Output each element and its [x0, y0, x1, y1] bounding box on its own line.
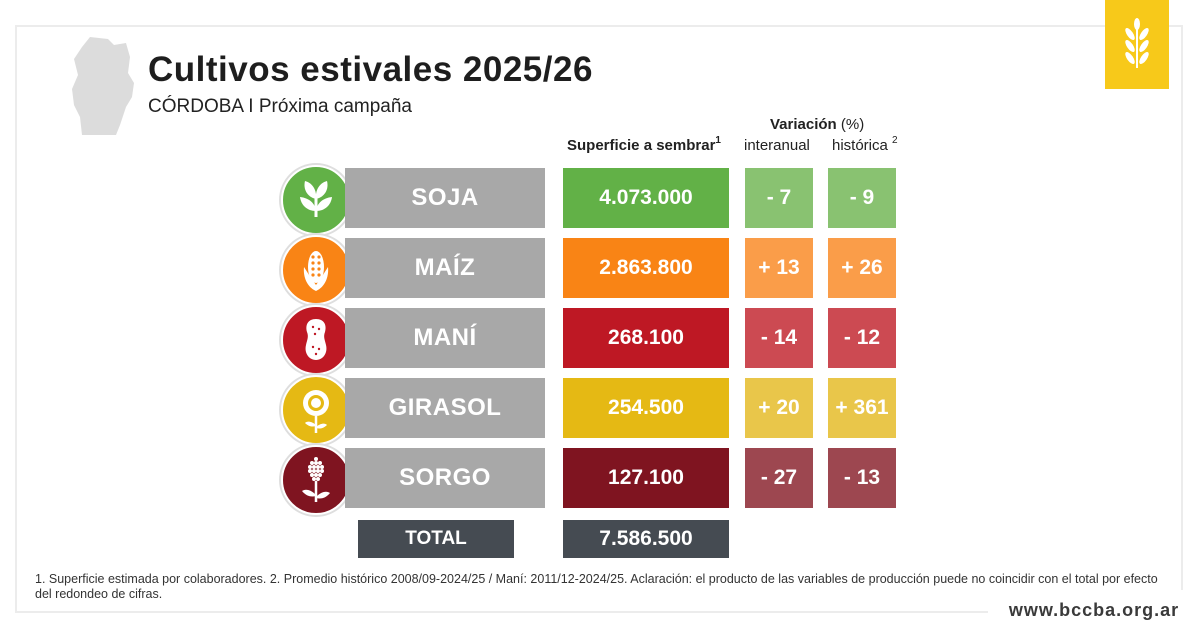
sorghum-badge	[281, 445, 351, 515]
historical-header-label: histórica	[832, 137, 888, 154]
historical-variation: - 12	[828, 308, 896, 368]
crop-name: GIRASOL	[345, 378, 545, 438]
peanut-icon	[305, 319, 327, 360]
total-label: TOTAL	[358, 520, 514, 558]
soy-leaf-badge	[281, 165, 351, 235]
crop-name: SOJA	[345, 168, 545, 228]
corn-badge	[281, 235, 351, 305]
soy-leaf-icon	[300, 181, 332, 217]
variation-title: Variación	[770, 116, 837, 133]
surface-footnote-mark: 1	[715, 135, 721, 146]
historical-variation: - 9	[828, 168, 896, 228]
historical-variation: + 361	[828, 378, 896, 438]
total-value: 7.586.500	[563, 520, 729, 558]
sunflower-badge	[281, 375, 351, 445]
surface-value: 268.100	[563, 308, 729, 368]
page-title: Cultivos estivales 2025/26	[148, 50, 593, 89]
footnote: 1. Superficie estimada por colaboradores…	[35, 572, 1158, 601]
sorghum-icon	[302, 457, 330, 502]
surface-header-label: Superficie a sembrar	[567, 137, 716, 154]
surface-header: Superficie a sembrar1	[567, 135, 721, 154]
peanut-badge	[281, 305, 351, 375]
historical-variation: + 26	[828, 238, 896, 298]
corn-icon	[303, 251, 329, 291]
historical-variation: - 13	[828, 448, 896, 508]
interannual-variation: - 14	[745, 308, 813, 368]
surface-value: 254.500	[563, 378, 729, 438]
surface-value: 4.073.000	[563, 168, 729, 228]
page-subtitle: CÓRDOBA I Próxima campaña	[148, 96, 412, 117]
surface-value: 2.863.800	[563, 238, 729, 298]
interannual-variation: + 20	[745, 378, 813, 438]
crop-name: SORGO	[345, 448, 545, 508]
sunflower-icon	[303, 390, 329, 433]
interannual-variation: + 13	[745, 238, 813, 298]
variation-unit: (%)	[840, 116, 865, 133]
wheat-icon	[1125, 18, 1149, 68]
surface-value: 127.100	[563, 448, 729, 508]
cordoba-map-icon	[72, 37, 134, 135]
historical-header: histórica 2	[832, 135, 898, 154]
crop-name: MAÍZ	[345, 238, 545, 298]
interannual-variation: - 7	[745, 168, 813, 228]
interannual-variation: - 27	[745, 448, 813, 508]
interannual-header: interanual	[744, 137, 810, 154]
brand-badge	[1105, 0, 1169, 89]
website-link[interactable]: www.bccba.org.ar	[988, 590, 1200, 630]
historical-footnote-mark: 2	[892, 135, 898, 146]
variation-header: Variación (%)	[770, 116, 864, 133]
crop-name: MANÍ	[345, 308, 545, 368]
